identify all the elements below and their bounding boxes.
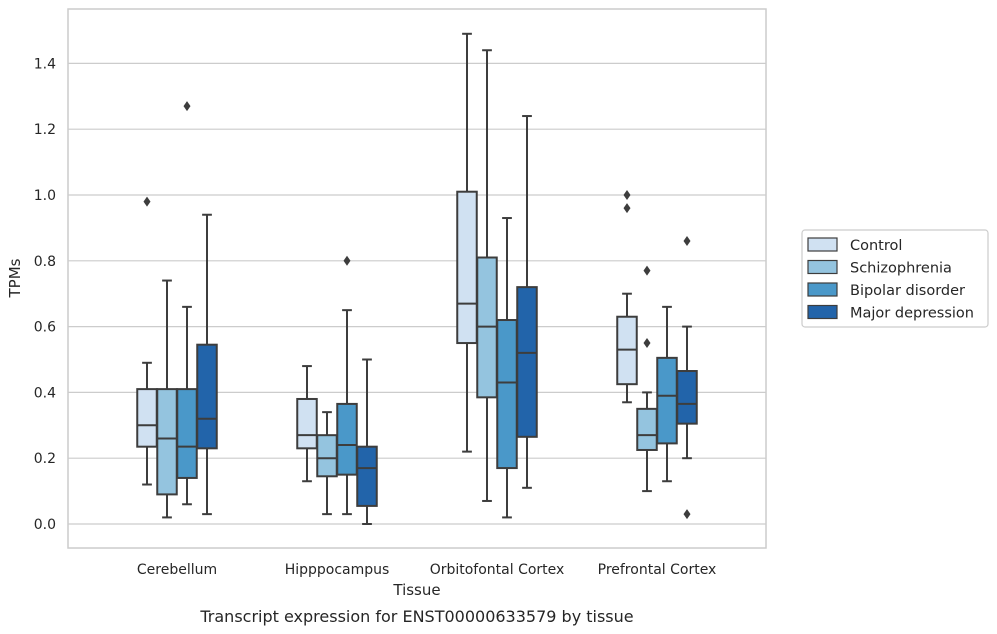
x-tick-label: Cerebellum: [137, 562, 217, 578]
box-bipolar-disorder: [656, 305, 678, 483]
box-control: [136, 196, 158, 486]
y-tick-label: 0.2: [34, 451, 56, 467]
legend-label: Control: [850, 238, 902, 254]
box-bipolar-disorder: [496, 217, 518, 519]
box-bipolar-disorder: [336, 255, 358, 516]
legend-swatch: [807, 237, 838, 252]
y-tick-label: 0.0: [34, 517, 56, 533]
y-tick-label: 1.2: [34, 122, 56, 138]
outlier-marker: [623, 203, 631, 214]
outlier-marker: [643, 338, 651, 349]
box-body: [136, 388, 158, 448]
box-major-depression: [516, 115, 538, 489]
legend-label: Bipolar disorder: [850, 283, 965, 299]
box-body: [456, 190, 478, 345]
box-control: [296, 365, 318, 483]
box-schizophrenia: [156, 279, 178, 519]
x-axis-label: Tissue: [392, 581, 440, 599]
y-tick-label: 0.6: [34, 320, 56, 336]
box-schizophrenia: [636, 265, 658, 493]
x-tick-label: Hipppocampus: [285, 562, 390, 578]
box-major-depression: [676, 236, 698, 520]
box-body: [516, 286, 538, 438]
box-plot-area: [136, 32, 698, 525]
chart-caption: Transcript expression for ENST0000063357…: [199, 607, 633, 626]
box-body: [676, 370, 698, 425]
y-tick-label: 1.4: [34, 56, 56, 72]
x-tick-label: Prefrontal Cortex: [598, 562, 717, 578]
outlier-marker: [183, 101, 191, 112]
box-body: [196, 343, 218, 450]
legend-swatch: [807, 259, 838, 275]
legend-swatch: [807, 282, 838, 297]
y-axis-ticks: 0.0 0.2 0.4 0.6 0.8 1.0 1.2 1.4: [34, 56, 56, 533]
outlier-marker: [623, 190, 631, 200]
legend-label: Major depression: [850, 306, 974, 322]
y-axis-label: TPMs: [6, 258, 24, 298]
box-body: [316, 434, 338, 478]
box-schizophrenia: [476, 49, 498, 502]
y-tick-label: 0.8: [34, 254, 56, 270]
box-major-depression: [356, 358, 378, 525]
box-body: [336, 402, 358, 476]
box-schizophrenia: [316, 411, 338, 516]
outlier-marker: [683, 236, 691, 247]
x-axis-ticks: Cerebellum Hipppocampus Orbitofontal Corte…: [137, 562, 716, 578]
box-body: [296, 397, 318, 450]
x-tick-label: Orbitofontal Cortex: [430, 562, 565, 578]
box-bipolar-disorder: [176, 101, 198, 506]
legend-swatch: [807, 304, 838, 320]
box-body: [176, 388, 198, 479]
box-major-depression: [196, 213, 218, 516]
box-control: [456, 32, 478, 453]
y-tick-label: 1.0: [34, 188, 56, 204]
outlier-marker: [343, 255, 351, 266]
plot-frame: [67, 8, 767, 549]
outlier-marker: [143, 196, 151, 207]
outlier-marker: [683, 509, 691, 520]
box-body: [636, 407, 658, 451]
outlier-marker: [643, 265, 651, 276]
box-body: [156, 388, 178, 496]
legend: Control Schizophrenia Bipolar disorder Majo…: [801, 229, 989, 328]
box-body: [656, 356, 678, 445]
y-tick-label: 0.4: [34, 385, 56, 401]
box-control: [616, 190, 638, 404]
box-body: [496, 319, 518, 470]
legend-label: Schizophrenia: [850, 261, 952, 277]
legend-frame: [801, 229, 989, 328]
box-body: [356, 445, 378, 507]
